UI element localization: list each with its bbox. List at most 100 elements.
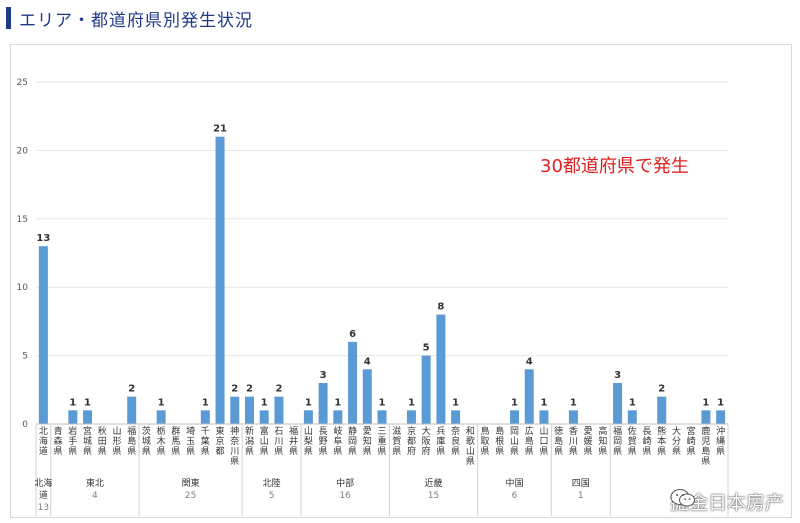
data-label: 13	[36, 233, 50, 244]
data-label: 3	[320, 370, 327, 381]
data-label: 1	[540, 397, 547, 408]
bar	[510, 410, 520, 424]
y-tick-label: 20	[17, 146, 29, 156]
bar	[38, 246, 48, 424]
bar	[568, 410, 578, 424]
data-label: 1	[452, 397, 459, 408]
data-label: 3	[614, 370, 621, 381]
x-tick-label: 石川県	[274, 427, 283, 457]
x-tick-label: 神奈川県	[230, 425, 239, 467]
x-tick-label: 千葉県	[201, 426, 210, 457]
bar	[362, 369, 372, 424]
bar	[244, 396, 254, 424]
region-label: 北海道	[34, 477, 52, 501]
x-tick-label: 東京都	[216, 425, 225, 457]
bar	[348, 341, 358, 424]
region-label: 北陸	[263, 477, 281, 489]
x-tick-label: 山梨県	[304, 426, 313, 457]
x-tick-label: 宮城県	[83, 425, 92, 457]
x-tick-label: 大分県	[672, 425, 681, 457]
data-label: 5	[423, 343, 430, 354]
x-tick-label: 三重県	[377, 427, 386, 457]
region-total: 4	[92, 491, 98, 501]
x-tick-label: 和歌山県	[466, 426, 475, 467]
data-label: 1	[570, 397, 577, 408]
bar	[200, 410, 210, 424]
region-total: 25	[185, 491, 196, 501]
x-tick-label: 熊本県	[657, 425, 666, 457]
x-tick-label: 滋賀県	[392, 425, 401, 457]
data-label: 1	[334, 397, 341, 408]
watermark-text: 掘金日本房产	[669, 492, 784, 514]
data-label: 1	[84, 397, 91, 408]
data-label: 2	[128, 384, 135, 395]
title-accent-bar	[6, 7, 11, 29]
bar	[436, 314, 446, 424]
x-tick-label: 静岡県	[348, 425, 357, 457]
data-label: 1	[305, 397, 312, 408]
data-label: 1	[408, 397, 415, 408]
region-label: 関東	[182, 477, 200, 489]
x-tick-label: 埼玉県	[186, 425, 195, 457]
bar	[539, 410, 549, 424]
x-tick-label: 福井県	[289, 425, 298, 457]
region-total: 16	[339, 491, 351, 501]
bar	[318, 382, 328, 424]
x-tick-label: 愛媛県	[584, 425, 593, 457]
bar	[303, 410, 313, 424]
bar	[127, 396, 137, 424]
region-total: 13	[38, 503, 49, 513]
x-tick-label: 鳥取県	[481, 425, 490, 457]
data-label: 2	[275, 384, 282, 395]
bar	[701, 410, 711, 424]
data-label: 2	[658, 384, 665, 395]
wechat-icon	[670, 489, 695, 507]
x-tick-label: 北海道	[39, 426, 48, 457]
x-tick-label: 奈良県	[451, 425, 460, 457]
bar	[716, 410, 726, 424]
x-tick-label: 佐賀県	[628, 425, 637, 457]
x-tick-label: 新潟県	[245, 425, 254, 457]
y-tick-label: 10	[17, 283, 29, 293]
data-label: 21	[213, 124, 227, 135]
watermark: 掘金日本房产	[670, 488, 784, 515]
data-label: 2	[231, 384, 238, 395]
x-tick-label: 富山県	[260, 425, 269, 457]
bar	[230, 396, 240, 424]
chart-annotation: 30都道府県で発生	[540, 156, 689, 177]
x-tick-label: 徳島県	[554, 425, 563, 457]
bar	[259, 410, 269, 424]
bar	[274, 396, 284, 424]
x-tick-label: 秋田県	[98, 425, 107, 457]
data-label: 8	[437, 302, 444, 313]
x-tick-label: 山形県	[112, 426, 121, 457]
data-label: 1	[69, 397, 76, 408]
region-label: 近畿	[425, 477, 443, 489]
bar	[156, 410, 166, 424]
x-tick-label: 福島県	[127, 425, 136, 457]
chart-frame	[10, 44, 792, 518]
region-label: 中国	[506, 477, 524, 489]
data-label: 1	[717, 397, 724, 408]
bar	[627, 410, 637, 424]
data-label: 4	[526, 356, 533, 367]
x-tick-label: 香川県	[569, 426, 578, 457]
bar	[421, 355, 431, 424]
region-label: 中部	[336, 477, 354, 489]
x-tick-label: 福岡県	[613, 425, 622, 457]
x-tick-label: 沖縄県	[716, 425, 725, 457]
x-tick-label: 栃木県	[157, 425, 166, 457]
y-tick-label: 5	[22, 352, 28, 362]
x-tick-label: 岩手県	[68, 425, 77, 457]
data-label: 1	[158, 397, 165, 408]
region-total: 15	[428, 491, 439, 501]
bar	[524, 369, 534, 424]
y-tick-label: 25	[17, 78, 28, 88]
data-label: 1	[379, 397, 386, 408]
bar	[377, 410, 387, 424]
x-tick-label: 島根県	[495, 425, 504, 457]
x-tick-label: 広島県	[525, 425, 534, 457]
bar	[333, 410, 343, 424]
x-tick-label: 兵庫県	[436, 425, 445, 457]
